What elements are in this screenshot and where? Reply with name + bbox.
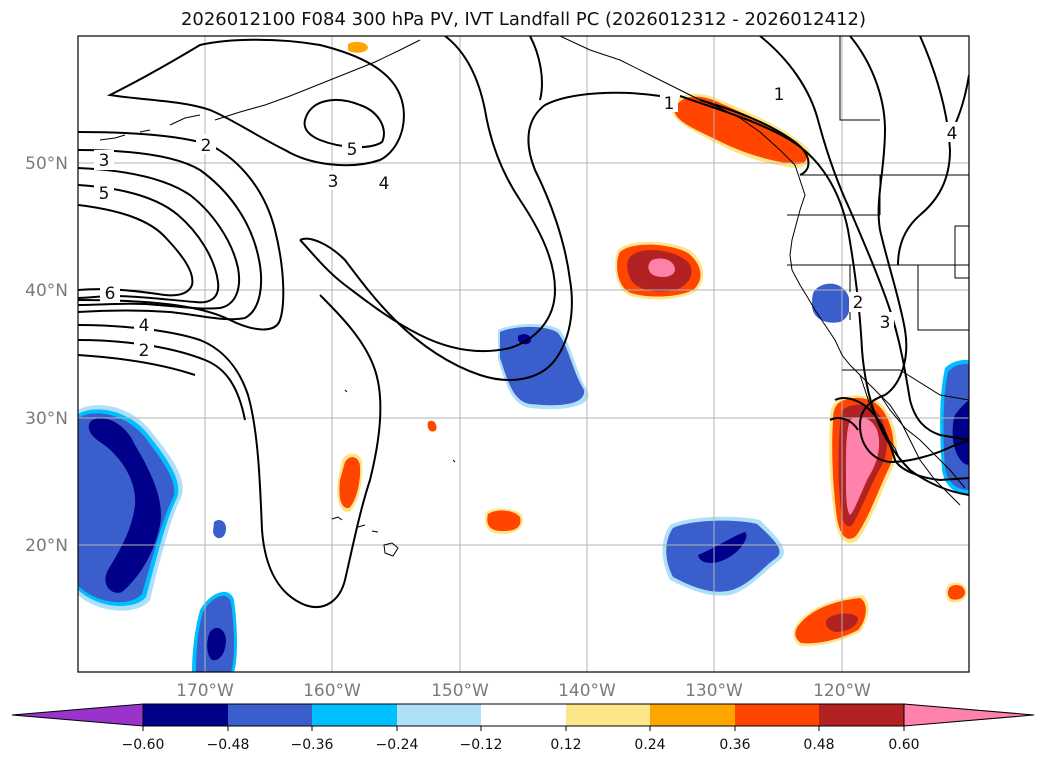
- pv-contour-west-7: [78, 339, 246, 421]
- pv-contour-west-6: [78, 294, 382, 608]
- anomaly-blob-north-speck: [348, 41, 368, 53]
- colorbar-tick-label: −0.36: [291, 737, 334, 753]
- pv-label-10: 6: [105, 284, 116, 304]
- pv-contour-north-inner: [303, 99, 385, 149]
- pv-contour-east-5: [897, 36, 952, 266]
- pv-contour-trough-c: [529, 36, 543, 101]
- pv-contour-east-2: [699, 99, 810, 176]
- pv-label-4: 5: [347, 140, 358, 160]
- lat-label-30n: 30°N: [25, 409, 68, 429]
- pv-label-12: 2: [139, 341, 150, 361]
- colorbar-bin-6: [566, 704, 650, 726]
- pv-contour-west-3: [78, 167, 240, 310]
- colorbar-tick-label: 0.60: [888, 737, 919, 753]
- pv-contour-west-2: [78, 149, 263, 321]
- colorbar-tick-label: −0.12: [460, 737, 503, 753]
- pv-contour-west-8: [78, 354, 196, 376]
- colorbar-bin-2: [228, 704, 312, 726]
- colorbar-bin-9: [819, 704, 904, 726]
- lon-label-150w: 150°W: [431, 681, 489, 701]
- negative-anomaly-regions: [78, 283, 969, 672]
- pv-contour-north-loop: [106, 38, 405, 167]
- lon-label-160w: 160°W: [303, 681, 361, 701]
- lon-label-170w: 170°W: [176, 681, 234, 701]
- pv-contour-east-8: [829, 417, 859, 431]
- colorbar-bin-4: [397, 704, 481, 726]
- pv-contour-west-1: [78, 131, 285, 331]
- pv-contour-east-1: [679, 95, 969, 496]
- map-frame: [77, 35, 970, 673]
- lat-label-50n: 50°N: [25, 154, 68, 174]
- latitude-labels: 50°N 40°N 30°N 20°N: [25, 154, 68, 556]
- pv-contour-trough-a: [299, 91, 661, 381]
- lon-label-140w: 140°W: [558, 681, 616, 701]
- colorbar-tick-label: 0.12: [550, 737, 581, 753]
- lat-label-20n: 20°N: [25, 536, 68, 556]
- colorbar-bin-7: [650, 704, 735, 726]
- pv-contour-east-7: [834, 397, 969, 482]
- colorbar-bin-5: [481, 704, 566, 726]
- pv-label-2: 5: [99, 184, 110, 204]
- pv-label-1: 3: [99, 151, 110, 171]
- positive-anomaly-regions: [337, 41, 967, 647]
- longitude-labels: 170°W 160°W 150°W 140°W 130°W 120°W: [176, 681, 871, 701]
- pv-label-7: 1: [664, 94, 675, 114]
- pv-label-3: 2: [201, 136, 212, 156]
- pv-contours: [78, 36, 969, 608]
- pv-contour-west-5: [78, 204, 194, 297]
- lat-label-40n: 40°N: [25, 281, 68, 301]
- pv-label-9: 4: [947, 124, 958, 144]
- pv-label-13: 2: [853, 293, 864, 313]
- colorbar-tick-label: 0.36: [719, 737, 750, 753]
- islands-misc: [344, 389, 456, 463]
- lon-label-120w: 120°W: [813, 681, 871, 701]
- pv-contour-labels: 3 5 2 5 3 4 1 1 4 6 4 2 2 3: [94, 84, 961, 361]
- colorbar-bin-3: [312, 704, 397, 726]
- pv-contour-east-4: [849, 36, 969, 464]
- hawaii-islands: [331, 516, 399, 557]
- pv-contour-east-3: [759, 36, 969, 441]
- pv-label-8: 1: [774, 85, 785, 105]
- colorbar-tick-label: −0.48: [207, 737, 250, 753]
- anomaly-blob-hawaii-dot: [427, 420, 437, 432]
- pv-contour-trough-b: [299, 36, 557, 353]
- colorbar-extend-left: [11, 703, 144, 727]
- lon-label-130w: 130°W: [685, 681, 743, 701]
- colorbar-bin-8: [735, 704, 819, 726]
- colorbar: −0.60 −0.48 −0.36 −0.24 −0.12 0.12 0.24 …: [11, 703, 1035, 753]
- pv-label-6: 4: [379, 174, 390, 194]
- colorbar-tick-label: 0.48: [803, 737, 834, 753]
- pv-label-5: 3: [328, 172, 339, 192]
- colorbar-bin-1: [143, 704, 228, 726]
- anomaly-blob-small: [213, 519, 227, 539]
- colorbar-tick-label: 0.24: [634, 737, 665, 753]
- pv-label-11: 4: [139, 316, 150, 336]
- anomaly-blob-california: [812, 283, 850, 323]
- graticule: [78, 36, 969, 672]
- pv-label-14: 3: [880, 313, 891, 333]
- colorbar-extend-right: [903, 703, 1035, 727]
- colorbar-tick-label: −0.24: [376, 737, 419, 753]
- map-title: 2026012100 F084 300 hPa PV, IVT Landfall…: [180, 9, 867, 30]
- coastline-alaska: [99, 36, 701, 141]
- colorbar-tick-label: −0.60: [122, 737, 165, 753]
